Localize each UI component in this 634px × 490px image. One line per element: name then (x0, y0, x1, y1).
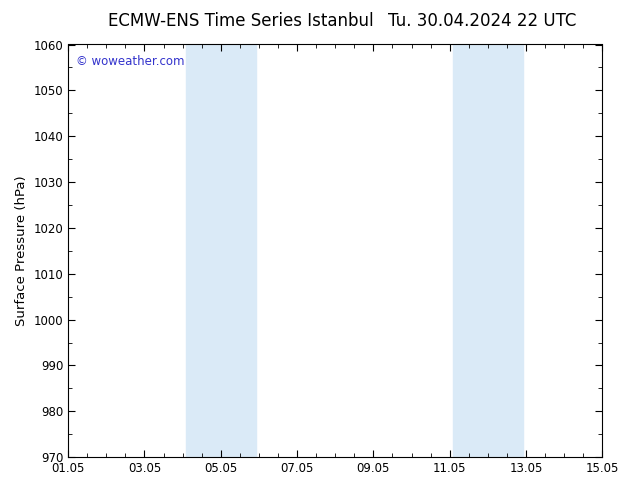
Text: ECMW-ENS Time Series Istanbul: ECMW-ENS Time Series Istanbul (108, 12, 373, 30)
Bar (186, 45, 256, 457)
Text: Tu. 30.04.2024 22 UTC: Tu. 30.04.2024 22 UTC (387, 12, 576, 30)
Bar (453, 45, 523, 457)
Text: © woweather.com: © woweather.com (76, 55, 184, 68)
Y-axis label: Surface Pressure (hPa): Surface Pressure (hPa) (15, 175, 28, 326)
